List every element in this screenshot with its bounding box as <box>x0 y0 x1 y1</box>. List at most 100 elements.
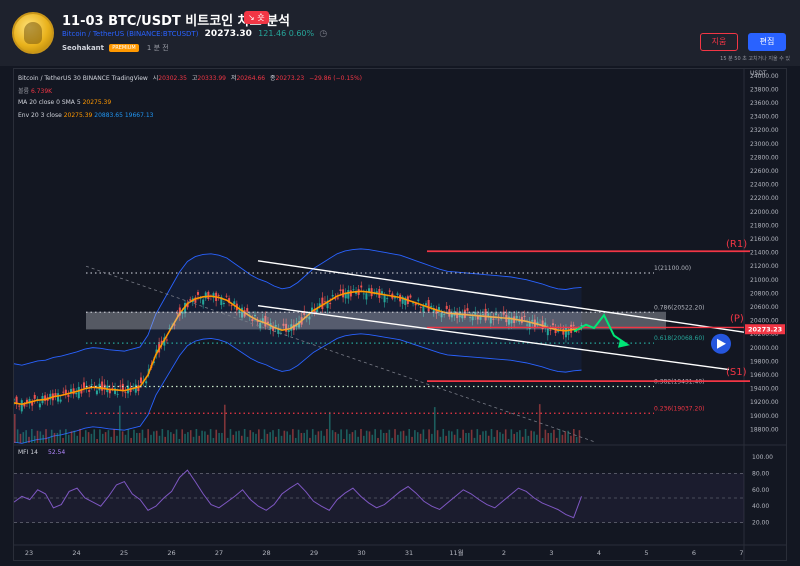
candle-body <box>152 361 155 363</box>
volume-bar <box>192 436 195 443</box>
candle-body <box>145 381 148 384</box>
volume-bar <box>39 431 42 443</box>
candle-body <box>551 323 554 325</box>
volume-bar <box>198 435 201 443</box>
candle-body <box>15 396 18 404</box>
author-name[interactable]: Seohakant <box>62 44 105 52</box>
volume-bar <box>260 438 263 443</box>
volume-bar <box>170 432 172 443</box>
volume-bar <box>292 429 294 443</box>
volume-bar <box>286 431 288 443</box>
volume-bar <box>326 429 328 443</box>
volume-bar <box>544 429 547 443</box>
volume-bar <box>107 430 110 443</box>
delete-button[interactable]: 지움 <box>700 33 738 51</box>
edit-button[interactable]: 편집 <box>748 33 786 51</box>
candle-body <box>492 318 495 320</box>
candle-body <box>469 317 472 318</box>
volume-bar <box>309 437 311 443</box>
volume-bar <box>385 432 388 443</box>
legend-ma[interactable]: MA 20 close 0 SMA 5 20275.39 <box>18 99 111 106</box>
volume-bar <box>147 429 149 443</box>
volume-bar <box>306 429 308 443</box>
chart-container[interactable]: Bitcoin / TetherUS 30 BINANCE TradingVie… <box>13 68 787 561</box>
candle-body <box>207 291 210 300</box>
candle-body <box>80 389 83 394</box>
time-tick-label: 11월 <box>449 548 463 557</box>
volume-bar <box>65 429 67 443</box>
candle-body <box>456 312 459 319</box>
volume-bar <box>521 436 524 443</box>
premium-badge: PREMIUM <box>109 44 139 52</box>
candle-body <box>318 303 321 307</box>
candle-body <box>189 299 192 301</box>
volume-bar <box>414 430 416 443</box>
volume-bar <box>133 429 135 443</box>
candle-body <box>507 316 510 325</box>
price-tick-label: 21200.00 <box>750 263 779 270</box>
candle-body <box>101 381 104 391</box>
time-tick-label: 26 <box>167 549 175 557</box>
volume-bar <box>402 430 405 443</box>
candle-body <box>430 305 433 308</box>
volume-bar <box>445 435 447 443</box>
candle-body <box>277 328 280 334</box>
legend-env[interactable]: Env 20 3 close 20275.39 20883.65 19667.1… <box>18 112 153 119</box>
symbol-name-link[interactable]: Bitcoin / TetherUS <box>62 30 125 38</box>
volume-bar <box>391 437 393 443</box>
candle-body <box>479 314 482 320</box>
volume-bar <box>204 431 206 443</box>
volume-bar <box>121 431 124 443</box>
candle-body <box>20 400 23 412</box>
price-tick-label: 22600.00 <box>750 168 779 175</box>
candle-body <box>176 313 179 315</box>
candle-body <box>546 328 549 336</box>
candle-body <box>212 293 215 298</box>
chart-canvas[interactable]: 24000.00 23800.00 23600.00 23400.00 23200.00… <box>14 69 786 560</box>
candle-body <box>564 327 567 338</box>
symbol-line: Bitcoin / TetherUS (BINANCE:BTCUSDT) 202… <box>62 29 327 39</box>
fib-level-label: 1(21100.00) <box>654 265 691 272</box>
volume-bar <box>175 429 178 443</box>
volume-bar <box>317 431 320 443</box>
candle-body <box>253 314 256 317</box>
volume-bar <box>507 438 510 443</box>
price-tick-label: 24000.00 <box>750 73 779 80</box>
time-tick-label: 29 <box>310 549 318 557</box>
time-tick-label: 5 <box>644 549 648 557</box>
volume-bar <box>343 438 345 443</box>
candle-body <box>450 312 453 318</box>
candle-body <box>49 393 52 400</box>
candle-body <box>435 308 438 314</box>
candle-body <box>272 326 275 331</box>
legend-env-v2: 20883.65 <box>94 112 123 119</box>
volume-bar <box>218 432 220 443</box>
volume-bar <box>382 432 385 443</box>
volume-bar <box>266 433 269 443</box>
candle-body <box>523 315 526 317</box>
legend-volume[interactable]: 볼륨 6.739K <box>18 86 52 95</box>
volume-bar <box>53 432 56 443</box>
volume-bar <box>22 432 25 443</box>
volume-bar <box>419 433 422 443</box>
candle-body <box>500 318 503 320</box>
volume-bar <box>104 432 107 443</box>
volume-bar <box>465 432 467 443</box>
legend-env-v1: 20275.39 <box>63 112 93 119</box>
mfi-legend-value: 52.54 <box>48 449 65 456</box>
candle-body <box>75 392 78 395</box>
candle-body <box>217 295 220 297</box>
time-tick-label: 2 <box>502 549 506 557</box>
price-tick-label: 20400.00 <box>750 318 779 325</box>
mfi-line <box>14 469 582 519</box>
candle-body <box>303 310 306 316</box>
candle-body <box>386 298 389 299</box>
price-tick-label: 19200.00 <box>750 399 779 406</box>
candle-body <box>18 405 21 407</box>
volume-bar <box>280 435 283 443</box>
volume-bar <box>167 430 169 443</box>
price-tick-label: 22800.00 <box>750 154 779 161</box>
symbol-exchange-link[interactable]: (BINANCE:BTCUSDT) <box>126 30 199 38</box>
candle-body <box>82 382 85 388</box>
mfi-legend-label: MFI 14 <box>18 449 38 456</box>
